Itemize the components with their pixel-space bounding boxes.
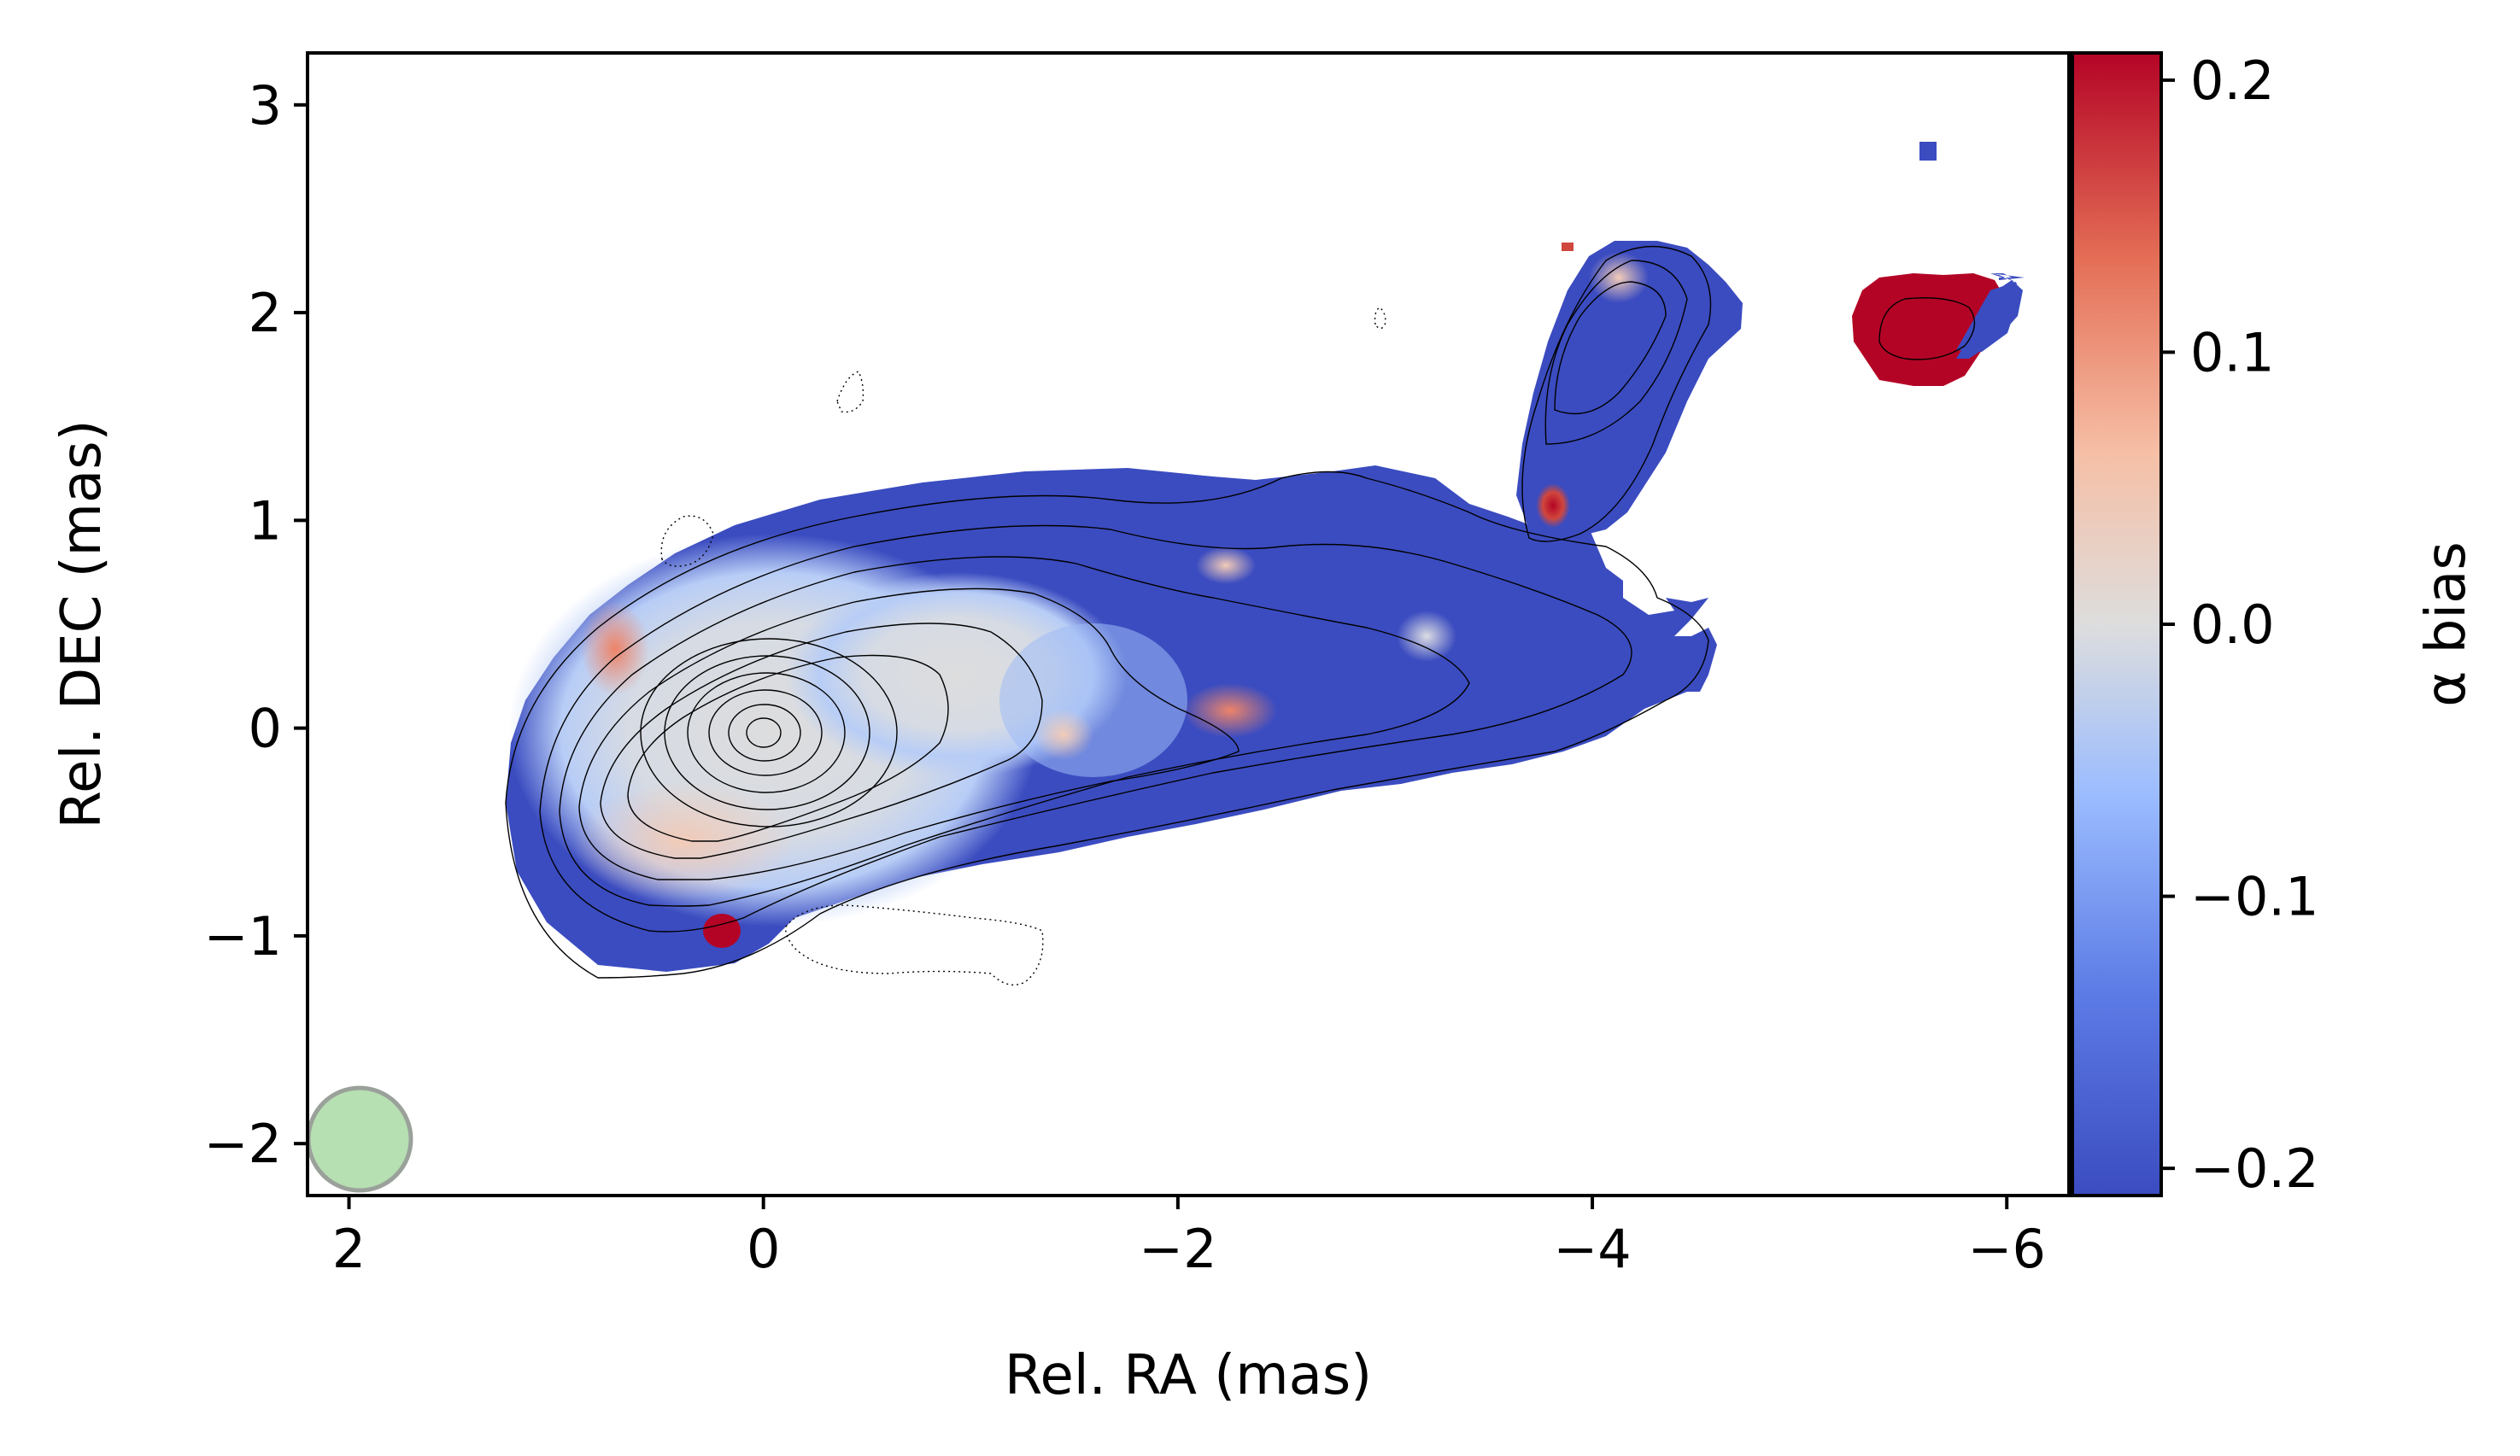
x-tick-label: 0 xyxy=(747,1218,780,1280)
isolated-pixel xyxy=(1919,142,1937,161)
inner-jet-region-2 xyxy=(999,623,1187,777)
x-tick-label: −6 xyxy=(1968,1218,2046,1280)
x-tick-label: 2 xyxy=(332,1218,366,1280)
colorbar-tick-label: 0.0 xyxy=(2190,594,2275,656)
hotspot xyxy=(1034,709,1093,760)
y-axis: 3 2 1 0 −1 −2 xyxy=(204,74,308,1175)
y-tick-label: 1 xyxy=(249,489,282,552)
x-tick-label: −2 xyxy=(1139,1218,1216,1280)
x-axis: 2 0 −2 −4 −6 xyxy=(332,1196,2046,1280)
colorbar-tick-label: 0.1 xyxy=(2190,321,2275,383)
plot-frame xyxy=(306,51,2071,1197)
colorbar-tick-label: −0.1 xyxy=(2190,866,2319,928)
hotspot xyxy=(1397,611,1456,662)
colorbar-label: α bias xyxy=(2415,541,2478,707)
contour-lines xyxy=(505,245,1976,979)
hotspot xyxy=(572,781,794,901)
outer-blob-edge xyxy=(1956,280,2023,359)
hotspot xyxy=(581,602,649,696)
colorbar-ticks: 0.2 0.1 0.0 −0.1 −0.2 xyxy=(2161,50,2319,1200)
colorbar-gradient xyxy=(2071,51,2163,1197)
y-tick-label: 3 xyxy=(249,74,282,137)
hotspot xyxy=(1589,252,1649,303)
colorbar-tick-label: 0.2 xyxy=(2190,50,2275,112)
hotspot xyxy=(703,914,741,948)
hotspot xyxy=(1562,243,1574,251)
colorbar: 0.2 0.1 0.0 −0.1 −0.2 α bias xyxy=(2071,50,2478,1200)
y-tick-label: 2 xyxy=(249,282,282,344)
y-tick-label: −1 xyxy=(204,905,282,968)
hotspot xyxy=(1536,483,1570,528)
negative-contours xyxy=(660,307,1386,985)
colorbar-tick-label: −0.2 xyxy=(2190,1137,2319,1200)
hotspot xyxy=(1196,547,1256,584)
plot-area xyxy=(505,142,2025,985)
y-axis-title: Rel. DEC (mas) xyxy=(50,419,114,828)
x-tick-label: −4 xyxy=(1553,1218,1631,1280)
x-axis-title: Rel. RA (mas) xyxy=(1005,1344,1372,1407)
hotspot xyxy=(1183,683,1277,738)
y-tick-label: 0 xyxy=(249,698,282,760)
beam-ellipse xyxy=(306,1085,413,1193)
y-tick-label: −2 xyxy=(204,1113,282,1175)
